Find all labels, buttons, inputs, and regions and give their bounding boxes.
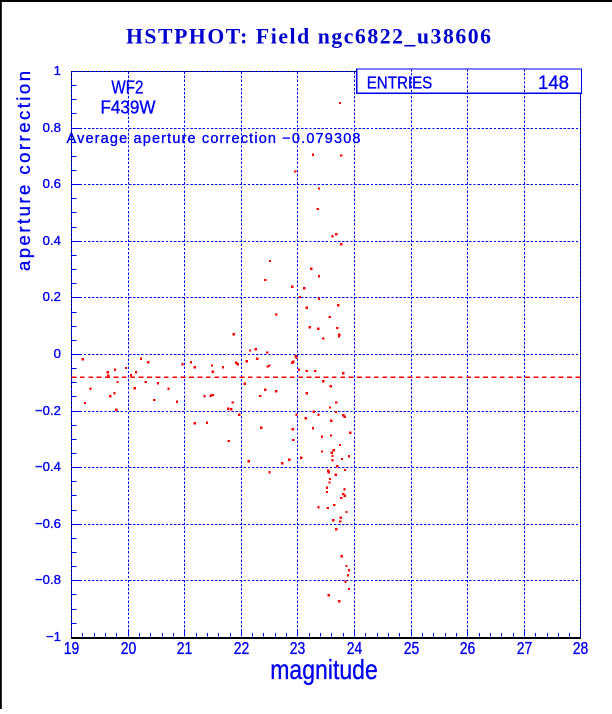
svg-text:−0.2: −0.2 — [35, 403, 61, 418]
svg-text:0.2: 0.2 — [43, 289, 61, 304]
svg-text:24: 24 — [347, 638, 363, 658]
svg-text:0.8: 0.8 — [43, 120, 61, 135]
svg-text:−1: −1 — [46, 629, 61, 644]
svg-text:aperture correction: aperture correction — [13, 71, 34, 271]
svg-text:27: 27 — [517, 638, 533, 658]
svg-text:25: 25 — [404, 638, 420, 658]
svg-text:−0.8: −0.8 — [35, 572, 61, 587]
svg-text:22: 22 — [234, 638, 250, 658]
svg-text:28: 28 — [573, 638, 589, 658]
svg-text:19: 19 — [64, 638, 80, 658]
svg-text:0.4: 0.4 — [43, 233, 61, 248]
svg-text:0.6: 0.6 — [43, 176, 61, 191]
svg-text:−0.4: −0.4 — [35, 459, 61, 474]
svg-text:magnitude: magnitude — [270, 654, 378, 685]
svg-text:ENTRIES: ENTRIES — [367, 73, 433, 93]
svg-text:1: 1 — [54, 63, 61, 78]
svg-text:Average aperture correction −0: Average aperture correction −0.079308 — [67, 131, 361, 147]
svg-text:HSTPHOT: Field ngc6822_u38606: HSTPHOT: Field ngc6822_u38606 — [126, 25, 491, 49]
svg-text:148: 148 — [538, 73, 569, 94]
svg-text:−0.6: −0.6 — [35, 516, 61, 531]
svg-text:F439W: F439W — [101, 98, 156, 118]
svg-text:23: 23 — [290, 638, 306, 658]
svg-text:21: 21 — [177, 638, 193, 658]
svg-text:0: 0 — [54, 346, 61, 361]
svg-text:26: 26 — [460, 638, 476, 658]
svg-text:WF2: WF2 — [111, 78, 143, 98]
svg-text:20: 20 — [121, 638, 137, 658]
